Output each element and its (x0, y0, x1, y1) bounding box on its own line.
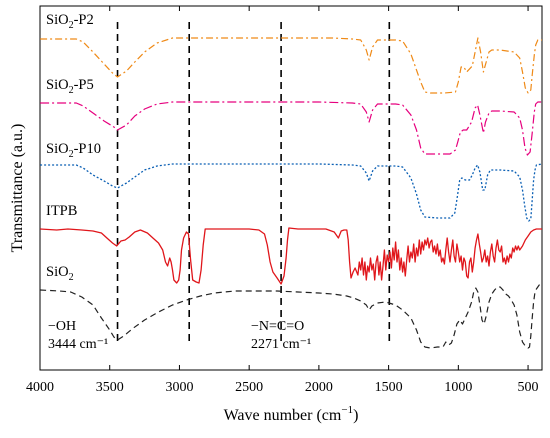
series-label: ITPB (46, 203, 77, 219)
series-line (40, 37, 542, 94)
plot-frame (39, 5, 543, 371)
annotations: −OH 3444 cm⁻¹ −N=C=O 2271 cm⁻¹ (48, 319, 311, 352)
series-line (40, 163, 543, 222)
series-label: SiO2-P5 (46, 77, 94, 96)
nco-annotation-label: −N=C=O 2271 cm⁻¹ (251, 319, 311, 352)
marker-lines (116, 22, 391, 344)
series-line (40, 101, 542, 156)
x-tick-label: 1000 (444, 380, 472, 395)
x-tick-label: 4000 (26, 380, 54, 395)
series-line (40, 284, 542, 349)
series-lines (40, 37, 543, 349)
oh-annotation-label: −OH 3444 cm⁻¹ (48, 319, 108, 352)
x-tick-label: 1500 (375, 380, 403, 395)
x-axis-label: Wave number (cm−1) (224, 404, 359, 424)
x-axis-ticks: 4000 3500 3000 2500 2000 1500 1000 500 (26, 6, 539, 395)
x-tick-label: 2500 (235, 380, 263, 395)
series-line (40, 227, 542, 285)
y-axis-label: Transmittance (a.u.) (9, 124, 26, 253)
series-label: SiO2 (46, 264, 74, 283)
x-tick-label: 500 (518, 380, 539, 395)
series-label: SiO2-P10 (46, 141, 101, 160)
x-tick-label: 2000 (305, 380, 333, 395)
x-tick-label: 3000 (165, 380, 193, 395)
series-label: SiO2-P2 (46, 12, 94, 31)
x-tick-label: 3500 (96, 380, 124, 395)
series-labels: SiO2-P2 SiO2-P5 SiO2-P10 ITPB SiO2 (46, 12, 101, 283)
